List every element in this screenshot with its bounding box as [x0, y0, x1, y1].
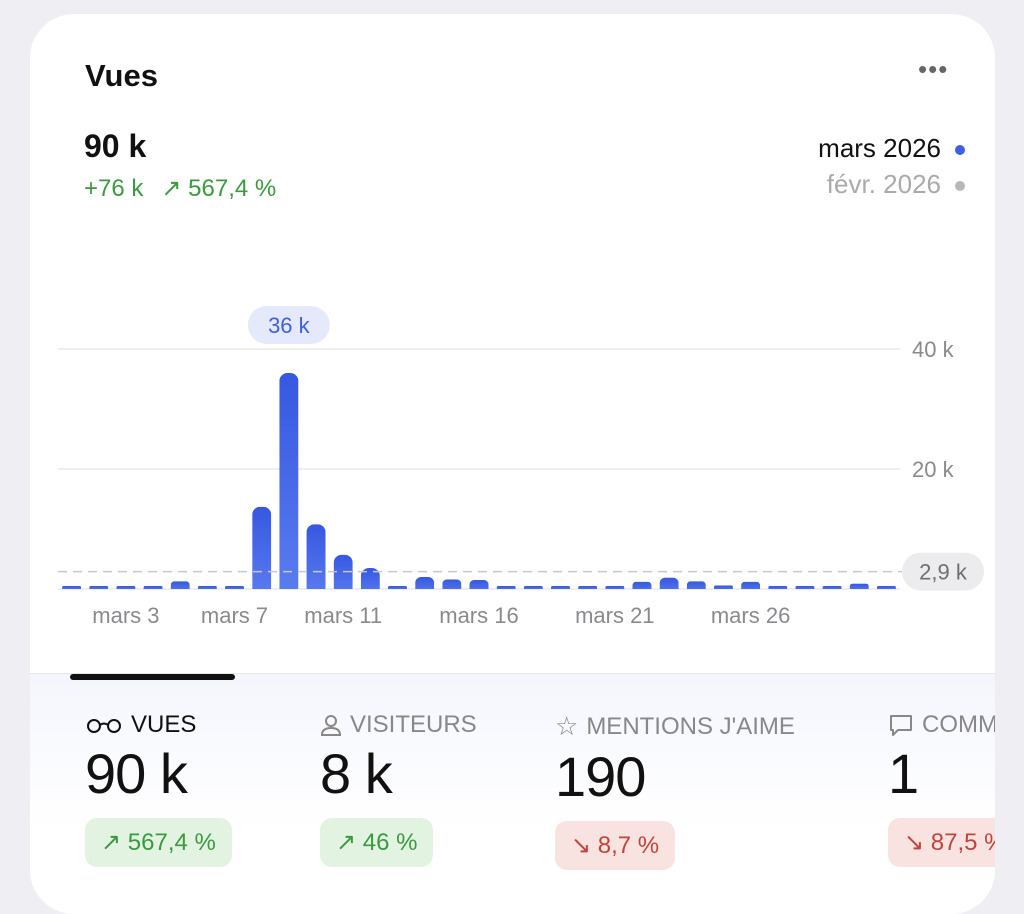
change-badge: ↗ 46 %: [320, 818, 434, 867]
bar: [415, 577, 434, 595]
bar: [252, 507, 271, 597]
bar: [198, 586, 217, 591]
x-tick-label: mars 16: [439, 603, 518, 628]
stat-value: 8 k: [320, 742, 393, 805]
stat-value: 90 k: [85, 742, 188, 805]
comment-icon: [890, 715, 912, 736]
change-badge: ↘ 87,5 %: [888, 818, 995, 867]
change-badge: ↘ 8,7 %: [555, 821, 676, 870]
bar: [877, 586, 896, 591]
bar: [144, 586, 163, 591]
delta: +76 k ↗ 567,4 %: [84, 174, 294, 203]
views-card: Vues ••• 90 k +76 k ↗ 567,4 % mars 2026 f…: [30, 14, 995, 914]
delta-percent: ↗ 567,4 %: [161, 175, 277, 202]
bar: [334, 555, 353, 597]
tab-visitors[interactable]: VISITEURS 8 k ↗ 46 %: [320, 711, 477, 867]
x-tick-label: mars 21: [575, 603, 654, 628]
highlight-badge: [247, 306, 330, 344]
glasses-icon: [87, 719, 121, 733]
legend-current[interactable]: mars 2026: [818, 130, 965, 166]
x-tick-label: mars 26: [711, 603, 790, 628]
change-badge: ↗ 567,4 %: [85, 818, 232, 867]
card-title: Vues: [85, 58, 158, 93]
stat-value: 1: [888, 742, 919, 805]
bar: [524, 586, 543, 591]
bar: [279, 373, 298, 597]
legend-dot-icon: [955, 145, 965, 156]
x-tick-label: mars 7: [201, 603, 268, 628]
active-tab-indicator: [70, 674, 235, 680]
y-tick-label: 40 k: [912, 337, 955, 362]
bar: [551, 586, 570, 591]
bar: [741, 582, 760, 593]
tab-comments[interactable]: COMMENTAIRES 1 ↘ 87,5 %: [888, 711, 995, 867]
tab-likes[interactable]: ☆ MENTIONS J'AIME 190 ↘ 8,7 %: [555, 711, 795, 870]
person-icon: [320, 715, 342, 736]
highlight-label: 36 k: [268, 313, 311, 338]
x-tick-label: mars 11: [304, 603, 382, 628]
bar: [795, 586, 814, 591]
legend-previous[interactable]: févr. 2026: [818, 166, 965, 202]
bar: [171, 581, 190, 593]
bar: [307, 524, 326, 597]
average-badge: [902, 552, 984, 591]
x-tick-label: mars 3: [92, 603, 159, 628]
views-bar-chart[interactable]: 20 k 40 k 2,9 k 36 k mars 3 mars 7 mars 11 mars…: [30, 14, 995, 654]
tab-label: MENTIONS J'AIME: [586, 712, 795, 740]
bar: [62, 586, 81, 591]
bar: [225, 586, 244, 591]
bar: [388, 586, 407, 591]
tab-label: VISITEURS: [350, 711, 477, 738]
bar: [578, 586, 597, 591]
legend-dot-icon: [955, 181, 965, 192]
legend: mars 2026 févr. 2026: [818, 130, 965, 202]
average-label: 2,9 k: [919, 560, 968, 585]
delta-absolute: +76 k: [84, 175, 144, 202]
ellipsis-icon[interactable]: •••: [918, 54, 949, 84]
bar: [605, 586, 624, 591]
bar: [632, 582, 651, 593]
bar: [823, 586, 842, 591]
bar: [714, 585, 733, 590]
stats-tabs: [30, 673, 995, 914]
bar: [89, 586, 108, 591]
bar: [850, 584, 869, 592]
tab-label: VUES: [131, 711, 197, 738]
bar: [497, 586, 516, 591]
stat-value: 190: [555, 745, 646, 808]
bar: [768, 586, 787, 591]
bar: [660, 578, 679, 595]
star-icon: ☆: [555, 711, 579, 741]
bar: [442, 579, 461, 593]
legend-previous-label: févr. 2026: [826, 169, 941, 199]
tab-views[interactable]: VUES 90 k ↗ 567,4 %: [85, 711, 232, 867]
bar: [470, 580, 489, 594]
bar: [116, 586, 135, 591]
total-views: 90 k: [84, 128, 147, 164]
tab-label: COMMENTAIRES: [922, 711, 995, 738]
y-tick-label: 20 k: [912, 457, 955, 482]
bar: [687, 581, 706, 593]
legend-current-label: mars 2026: [818, 133, 941, 163]
